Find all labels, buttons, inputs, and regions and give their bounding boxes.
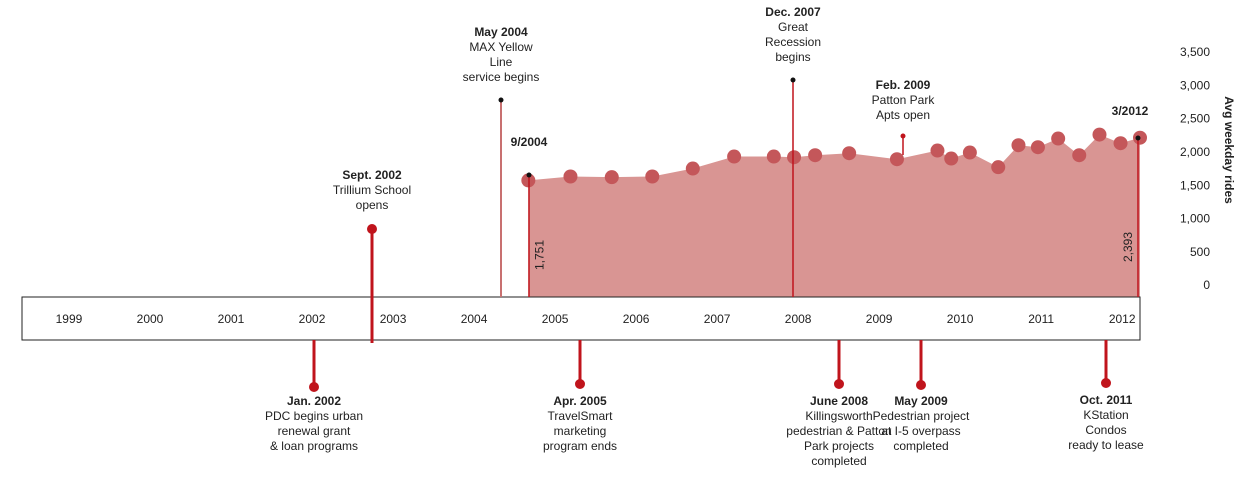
event-date: 9/2004	[511, 135, 548, 149]
y-tick-label: 2,500	[1180, 112, 1210, 126]
event-date: 3/2012	[1112, 104, 1149, 118]
x-tick-label: 2011	[1028, 312, 1054, 326]
data-point	[842, 146, 857, 161]
event-text: Great	[778, 20, 809, 34]
data-point	[930, 143, 945, 158]
data-point	[962, 145, 977, 160]
event-text: begins	[775, 50, 810, 64]
event-date: Feb. 2009	[876, 78, 931, 92]
data-point	[808, 148, 823, 163]
event-dot	[575, 379, 585, 389]
data-point	[1051, 131, 1066, 146]
x-tick-label: 2009	[866, 312, 893, 326]
data-point	[944, 151, 959, 166]
event-dot	[790, 77, 796, 83]
event-text: TravelSmart	[548, 409, 614, 423]
event-text: renewal grant	[278, 424, 351, 438]
data-point	[1113, 136, 1128, 151]
event-text: Park projects	[804, 439, 874, 453]
event-text: at I-5 overpass	[881, 424, 960, 438]
event-text: Recession	[765, 35, 821, 49]
y-tick-label: 500	[1190, 245, 1210, 259]
event-text: PDC begins urban	[265, 409, 363, 423]
event-dot	[309, 382, 319, 392]
data-point	[766, 149, 781, 164]
data-point	[889, 152, 904, 167]
y-tick-label: 2,000	[1180, 145, 1210, 159]
ridership-area	[528, 134, 1140, 297]
data-point	[685, 161, 700, 176]
data-point	[1092, 127, 1107, 142]
event-text: Pedestrian project	[873, 409, 970, 423]
event-text: program ends	[543, 439, 617, 453]
event-text: Condos	[1085, 423, 1126, 437]
x-tick-label: 2008	[785, 312, 812, 326]
x-tick-label: 2010	[947, 312, 974, 326]
data-point	[604, 170, 619, 185]
event-date: May 2004	[474, 25, 528, 39]
event-text: Line	[490, 55, 513, 69]
data-point	[727, 149, 742, 164]
event-dot	[526, 172, 532, 178]
y-tick-label: 1,500	[1180, 178, 1210, 192]
event-text: ready to lease	[1068, 438, 1144, 452]
event-dot	[1101, 378, 1111, 388]
event-text: KStation	[1083, 408, 1128, 422]
event-text: opens	[356, 198, 389, 212]
x-tick-label: 2004	[461, 312, 488, 326]
data-point	[787, 150, 802, 165]
event-date: Jan. 2002	[287, 394, 341, 408]
event-dot	[367, 224, 377, 234]
y-tick-label: 0	[1203, 278, 1210, 292]
event-text: Trillium School	[333, 183, 411, 197]
event-date: May 2009	[894, 394, 948, 408]
event-date: Dec. 2007	[765, 5, 821, 19]
data-point	[1072, 148, 1087, 163]
x-tick-label: 2001	[218, 312, 245, 326]
event-date: Oct. 2011	[1080, 393, 1133, 407]
x-tick-label: 2000	[137, 312, 164, 326]
x-tick-label: 2005	[542, 312, 569, 326]
event-dot	[834, 379, 844, 389]
event-dot	[900, 133, 906, 139]
value-label: 2,393	[1121, 232, 1135, 262]
x-tick-label: 2006	[623, 312, 650, 326]
data-point	[563, 169, 578, 184]
y-tick-label: 3,000	[1180, 78, 1210, 92]
event-dot	[1135, 135, 1141, 141]
x-tick-label: 1999	[56, 312, 83, 326]
x-tick-label: 2003	[380, 312, 407, 326]
event-text: MAX Yellow	[469, 40, 533, 54]
x-tick-label: 2002	[299, 312, 326, 326]
y-axis-title: Avg weekday rides	[1222, 96, 1236, 204]
value-label: 1,751	[533, 240, 547, 270]
event-text: Killingsworth	[805, 409, 872, 423]
event-text: pedestrian & Patton	[786, 424, 891, 438]
event-dot	[498, 97, 504, 103]
data-point	[991, 160, 1006, 175]
event-text: Apts open	[876, 108, 930, 122]
event-text: marketing	[554, 424, 607, 438]
event-text: service begins	[463, 70, 540, 84]
event-date: Apr. 2005	[553, 394, 607, 408]
event-text: completed	[893, 439, 948, 453]
y-tick-label: 1,000	[1180, 212, 1210, 226]
event-text: completed	[811, 454, 866, 468]
x-tick-label: 2007	[704, 312, 731, 326]
event-date: Sept. 2002	[342, 168, 402, 182]
event-text: Patton Park	[872, 93, 936, 107]
x-tick-label: 2012	[1109, 312, 1136, 326]
event-dot	[916, 380, 926, 390]
data-point	[645, 169, 660, 184]
data-point	[1030, 140, 1045, 155]
data-point	[1011, 138, 1026, 153]
event-date: June 2008	[810, 394, 868, 408]
y-tick-label: 3,500	[1180, 45, 1210, 59]
event-text: & loan programs	[270, 439, 358, 453]
